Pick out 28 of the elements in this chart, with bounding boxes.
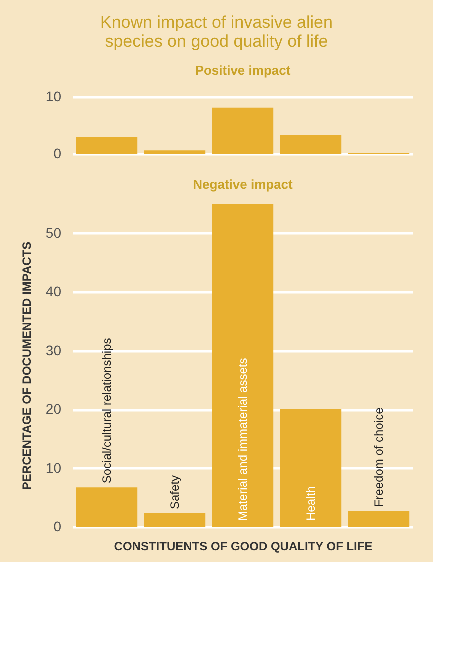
y-tick-label: 0 <box>54 146 62 162</box>
y-tick-label: 40 <box>46 284 62 300</box>
y-tick-label: 10 <box>46 88 62 104</box>
bar <box>280 135 342 154</box>
bar <box>212 108 274 154</box>
bar <box>212 204 274 527</box>
bar <box>76 488 138 527</box>
y-tick-label: 20 <box>46 401 62 418</box>
bar <box>348 511 410 527</box>
bar <box>144 513 206 527</box>
x-tick-label: Health <box>304 486 318 521</box>
chart-subtitle: Negative impact <box>193 177 294 192</box>
x-tick-label: Safety <box>168 475 182 510</box>
y-axis-title: PERCENTAGE OF DOCUMENTED IMPACTS <box>20 242 34 490</box>
x-axis-title: CONSTITUENTS OF GOOD QUALITY OF LIFE <box>114 540 373 554</box>
x-tick-label: Material and immaterial assets <box>236 358 250 521</box>
x-tick-label: Freedom of choice <box>372 407 386 508</box>
text: Known impact of invasive alien <box>100 13 333 32</box>
y-tick-label: 10 <box>46 460 62 476</box>
bar <box>144 150 206 154</box>
bar <box>76 137 138 154</box>
bar <box>280 410 342 527</box>
text: species on good quality of life <box>105 32 328 51</box>
y-tick-label: 0 <box>54 518 62 534</box>
y-tick-label: 30 <box>46 342 62 358</box>
y-tick-label: 50 <box>46 224 62 241</box>
chart-subtitle: Positive impact <box>195 63 292 78</box>
x-tick-label: Social/cultural relationships <box>100 338 114 484</box>
